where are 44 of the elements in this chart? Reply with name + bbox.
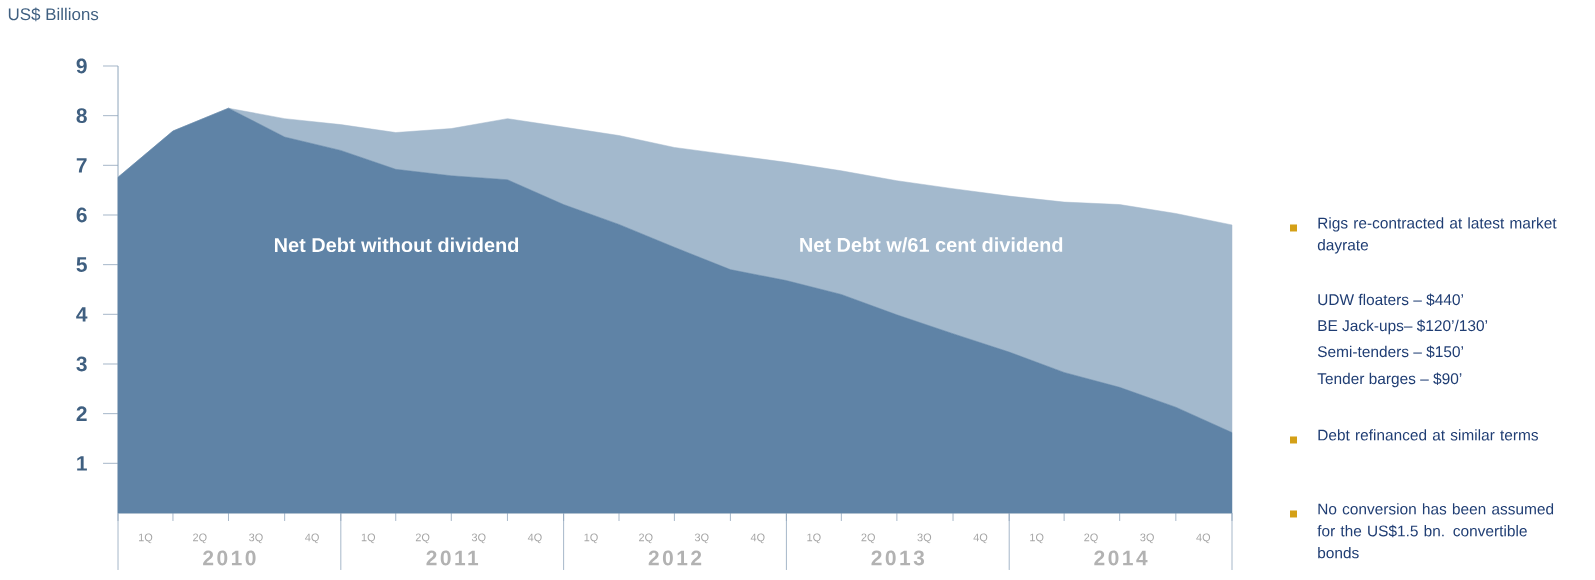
y-tick-label: 8 [76, 108, 87, 124]
x-tick-label: 4Q [750, 533, 765, 544]
x-tick-label: 1Q [807, 533, 821, 544]
y-tick-label: 5 [76, 257, 87, 272]
text: Tender barges – $90’ [1317, 372, 1462, 388]
series-label: Net Debt without dividend [274, 237, 519, 253]
series-label: Net Debt w/61 cent dividend [800, 237, 1063, 253]
text: UDW floaters – $440’ [1318, 293, 1463, 307]
y-tick-label: 7 [76, 158, 87, 173]
x-tick-label: 4Q [305, 533, 319, 544]
x-tick-label: 3Q [471, 533, 486, 544]
x-tick-label: 4Q [973, 533, 988, 544]
x-tick-label: 2Q [1084, 533, 1098, 544]
x-tick-label: 2Q [193, 533, 207, 544]
text: 2012 [648, 550, 702, 566]
x-tick-label: 1Q [1030, 533, 1044, 544]
x-tick-label: 1Q [139, 533, 153, 544]
x-tick-label: 2Q [415, 533, 430, 544]
text: 2013 [871, 550, 925, 566]
x-tick-label: 1Q [361, 533, 376, 544]
text: No conversion has been assumed for the US$1.5 bn. convertible bonds [1317, 503, 1554, 559]
x-tick-label: 3Q [249, 533, 263, 544]
x-tick-label: 2Q [861, 533, 875, 544]
y-tick-label: 9 [76, 58, 87, 74]
y-tick-label: 6 [76, 207, 87, 223]
x-tick-label: 3Q [1140, 533, 1154, 544]
text: Semi-tenders – $150’ [1317, 345, 1463, 359]
x-tick-label: 4Q [1196, 533, 1211, 544]
y-tick-label: 4 [76, 307, 88, 322]
text: 2014 [1094, 550, 1148, 566]
text: Rigs re-contracted at latest market dayrate [1317, 217, 1557, 254]
y-tick-label: 2 [76, 406, 87, 421]
x-tick-label: 1Q [584, 533, 598, 544]
x-tick-label: 4Q [527, 533, 542, 544]
y-tick-label: 1 [77, 456, 87, 471]
text: 2011 [426, 550, 479, 566]
x-tick-label: 2Q [639, 533, 653, 544]
text: BE Jack-ups– $120’/130’ [1318, 319, 1488, 335]
text: 2010 [203, 550, 256, 566]
x-tick-label: 3Q [694, 533, 709, 544]
text: Debt refinanced at similar terms [1318, 429, 1539, 441]
y-axis-title: US$ Billions [8, 7, 99, 22]
x-tick-label: 3Q [917, 533, 932, 544]
y-tick-label: 3 [76, 356, 87, 372]
